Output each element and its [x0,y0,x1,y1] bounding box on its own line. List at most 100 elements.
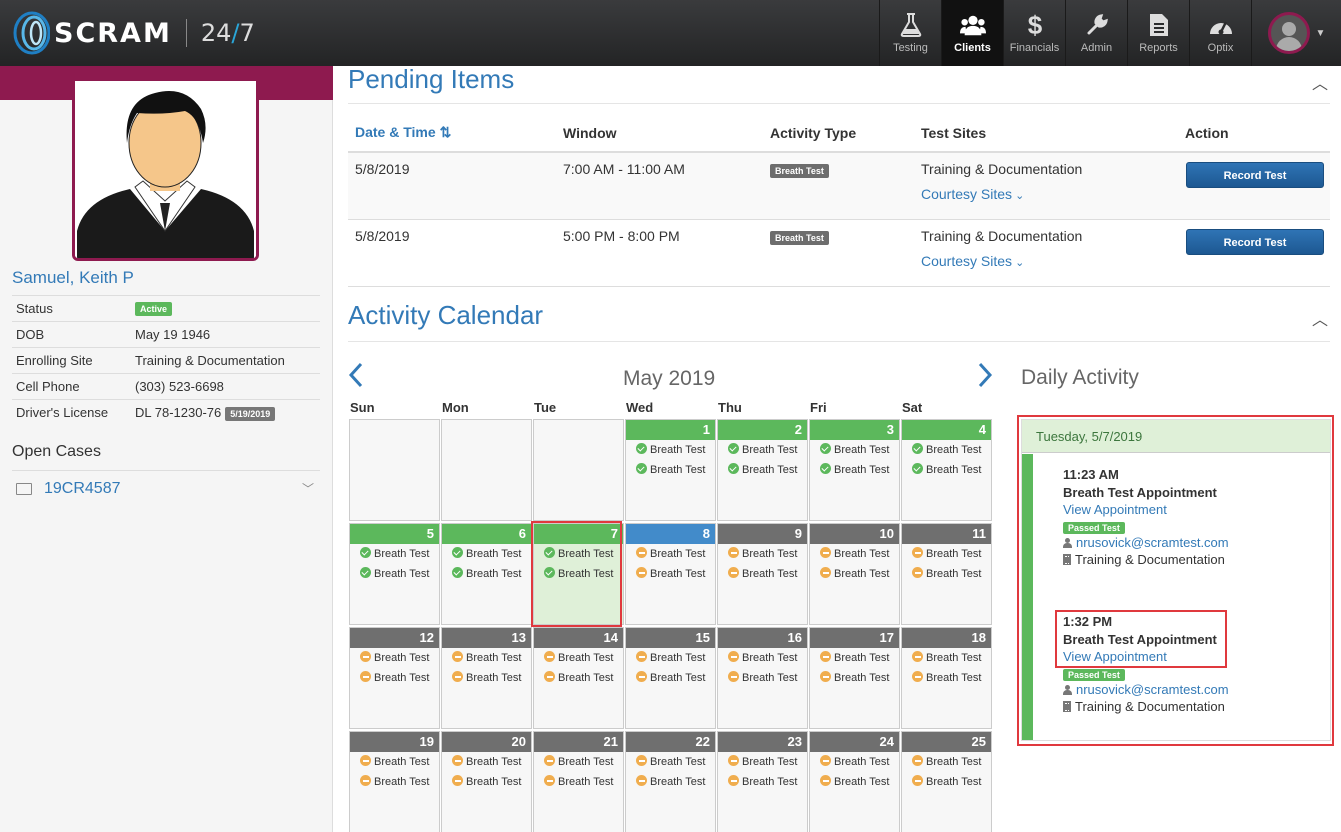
calendar-event[interactable]: Breath Test [442,544,531,564]
calendar-event[interactable]: Breath Test [442,564,531,584]
calendar-day-20[interactable]: 20 Breath Test Breath Test [441,731,532,832]
calendar-event[interactable]: Breath Test [902,544,991,564]
calendar-day-21[interactable]: 21 Breath Test Breath Test [533,731,624,832]
calendar-event[interactable]: Breath Test [810,668,899,688]
calendar-day-8[interactable]: 8 Breath Test Breath Test [625,523,716,625]
user-email-link[interactable]: nrusovick@scramtest.com [1076,535,1229,550]
calendar-day-19[interactable]: 19 Breath Test Breath Test [349,731,440,832]
nav-optix[interactable]: Optix [1189,0,1251,66]
calendar-day-17[interactable]: 17 Breath Test Breath Test [809,627,900,729]
calendar-event[interactable]: Breath Test [442,752,531,772]
calendar-day-5[interactable]: 5 Breath Test Breath Test [349,523,440,625]
calendar-event[interactable]: Breath Test [350,772,439,792]
prev-month-icon[interactable] [348,362,364,395]
calendar-event[interactable]: Breath Test [534,648,623,668]
calendar-day-13[interactable]: 13 Breath Test Breath Test [441,627,532,729]
calendar-day-23[interactable]: 23 Breath Test Breath Test [717,731,808,832]
chevron-down-icon[interactable]: ﹀ [301,482,314,496]
calendar-day-14[interactable]: 14 Breath Test Breath Test [533,627,624,729]
calendar-day-15[interactable]: 15 Breath Test Breath Test [625,627,716,729]
nav-clients[interactable]: Clients [941,0,1003,66]
calendar-day-2[interactable]: 2 Breath Test Breath Test [717,419,808,521]
calendar-event[interactable]: Breath Test [534,752,623,772]
user-email-link[interactable]: nrusovick@scramtest.com [1076,682,1229,697]
calendar-event[interactable]: Breath Test [442,772,531,792]
record-test-button[interactable]: Record Test [1186,162,1324,188]
collapse-calendar-icon[interactable]: ︿ [1312,312,1329,329]
calendar-day-22[interactable]: 22 Breath Test Breath Test [625,731,716,832]
calendar-event[interactable]: Breath Test [350,564,439,584]
calendar-event[interactable]: Breath Test [810,772,899,792]
calendar-event[interactable]: Breath Test [902,772,991,792]
calendar-event[interactable]: Breath Test [350,752,439,772]
calendar-day-10[interactable]: 10 Breath Test Breath Test [809,523,900,625]
calendar-event[interactable]: Breath Test [718,544,807,564]
calendar-event[interactable]: Breath Test [810,544,899,564]
calendar-event[interactable]: Breath Test [534,772,623,792]
nav-financials[interactable]: $ Financials [1003,0,1065,66]
calendar-event[interactable]: Breath Test [718,668,807,688]
calendar-event[interactable]: Breath Test [534,668,623,688]
calendar-day-18[interactable]: 18 Breath Test Breath Test [901,627,992,729]
calendar-event[interactable]: Breath Test [626,440,715,460]
calendar-event[interactable]: Breath Test [902,460,991,480]
case-id-link[interactable]: 19CR4587 [44,479,121,497]
calendar-day-24[interactable]: 24 Breath Test Breath Test [809,731,900,832]
calendar-day-25[interactable]: 25 Breath Test Breath Test [901,731,992,832]
calendar-event[interactable]: Breath Test [534,564,623,584]
calendar-day-1[interactable]: 1 Breath Test Breath Test [625,419,716,521]
calendar-day-4[interactable]: 4 Breath Test Breath Test [901,419,992,521]
calendar-event[interactable]: Breath Test [626,648,715,668]
col-date-time[interactable]: Date & Time ⇅ [348,114,556,153]
calendar-event[interactable]: Breath Test [442,668,531,688]
record-test-button[interactable]: Record Test [1186,228,1324,255]
calendar-event[interactable]: Breath Test [626,460,715,480]
calendar-event[interactable]: Breath Test [718,648,807,668]
calendar-event[interactable]: Breath Test [350,544,439,564]
nav-admin[interactable]: Admin [1065,0,1127,66]
client-name-link[interactable]: Samuel, Keith P [12,268,134,287]
calendar-event[interactable]: Breath Test [902,668,991,688]
calendar-day-6[interactable]: 6 Breath Test Breath Test [441,523,532,625]
nav-reports[interactable]: Reports [1127,0,1189,66]
view-appointment-link[interactable]: View Appointment [1063,502,1167,517]
calendar-event[interactable]: Breath Test [350,668,439,688]
nav-testing[interactable]: Testing [879,0,941,66]
calendar-event[interactable]: Breath Test [626,668,715,688]
calendar-event[interactable]: Breath Test [626,752,715,772]
calendar-day-7[interactable]: 7 Breath Test Breath Test [533,523,624,625]
view-appointment-link[interactable]: View Appointment [1063,649,1167,664]
calendar-day-16[interactable]: 16 Breath Test Breath Test [717,627,808,729]
calendar-event[interactable]: Breath Test [626,772,715,792]
calendar-event[interactable]: Breath Test [718,772,807,792]
calendar-event[interactable]: Breath Test [626,564,715,584]
user-menu[interactable]: ▼ [1251,0,1341,66]
collapse-pending-icon[interactable]: ︿ [1312,76,1329,93]
calendar-event[interactable]: Breath Test [810,460,899,480]
calendar-event[interactable]: Breath Test [810,440,899,460]
calendar-event[interactable]: Breath Test [718,460,807,480]
calendar-day-9[interactable]: 9 Breath Test Breath Test [717,523,808,625]
calendar-event[interactable]: Breath Test [810,564,899,584]
next-month-icon[interactable] [977,362,993,395]
courtesy-sites-dropdown[interactable]: Courtesy Sites ⌄ [921,186,1178,202]
calendar-event[interactable]: Breath Test [718,440,807,460]
calendar-event[interactable]: Breath Test [350,648,439,668]
scram-logo[interactable]: SCRAM 24/7 [10,8,255,58]
case-item[interactable]: 19CR4587 ﹀ [12,470,320,506]
courtesy-sites-dropdown[interactable]: Courtesy Sites ⌄ [921,253,1178,269]
calendar-event[interactable]: Breath Test [626,544,715,564]
calendar-event[interactable]: Breath Test [902,564,991,584]
calendar-event[interactable]: Breath Test [810,648,899,668]
calendar-event[interactable]: Breath Test [718,564,807,584]
calendar-day-12[interactable]: 12 Breath Test Breath Test [349,627,440,729]
calendar-day-3[interactable]: 3 Breath Test Breath Test [809,419,900,521]
calendar-event[interactable]: Breath Test [902,648,991,668]
calendar-event[interactable]: Breath Test [718,752,807,772]
calendar-day-11[interactable]: 11 Breath Test Breath Test [901,523,992,625]
calendar-event[interactable]: Breath Test [534,544,623,564]
calendar-event[interactable]: Breath Test [902,440,991,460]
calendar-event[interactable]: Breath Test [902,752,991,772]
calendar-event[interactable]: Breath Test [442,648,531,668]
calendar-event[interactable]: Breath Test [810,752,899,772]
